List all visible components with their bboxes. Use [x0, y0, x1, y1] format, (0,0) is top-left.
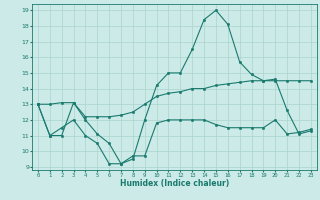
X-axis label: Humidex (Indice chaleur): Humidex (Indice chaleur) — [120, 179, 229, 188]
